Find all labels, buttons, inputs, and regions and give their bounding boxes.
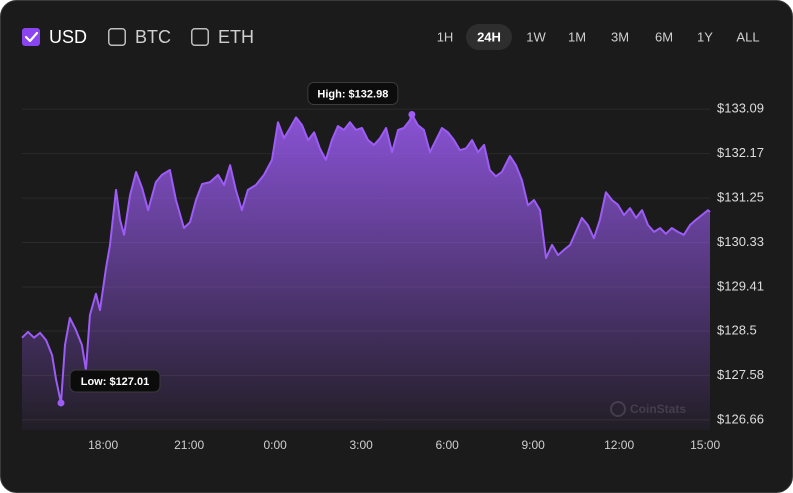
controls: USD BTC ETH 1H 24H 1W 1M 3M 6M 1Y ALL xyxy=(22,24,760,50)
range-label[interactable]: 1W xyxy=(526,29,546,44)
range-button[interactable]: 3M xyxy=(611,29,629,44)
annotation-box xyxy=(69,369,161,393)
x-tick-label: 9:00 xyxy=(521,438,545,452)
x-tick-label: 18:00 xyxy=(88,438,118,452)
y-tick-label: $128.5 xyxy=(717,322,757,337)
range-button[interactable]: 1W xyxy=(526,29,546,44)
range-label[interactable]: 1H xyxy=(437,29,454,44)
y-tick-label: $126.66 xyxy=(717,411,764,426)
checkbox-checked[interactable] xyxy=(22,28,40,46)
currency-label[interactable]: ETH xyxy=(218,27,254,47)
range-label[interactable]: 3M xyxy=(611,29,629,44)
currency-toggle[interactable]: BTC xyxy=(108,27,171,47)
currency-toggle[interactable]: ETH xyxy=(191,27,254,47)
annotation-dot xyxy=(57,399,65,407)
range-label[interactable]: ALL xyxy=(736,29,759,44)
range-label[interactable]: 6M xyxy=(655,29,673,44)
currency-label[interactable]: USD xyxy=(49,27,87,47)
annotation-label: High: $132.98 xyxy=(317,88,388,100)
x-tick-label: 15:00 xyxy=(690,438,720,452)
y-tick-label: $132.17 xyxy=(717,145,764,160)
range-button[interactable]: 1M xyxy=(568,29,586,44)
plot: $133.09 $132.17 $131.25 $130.33 $129.41 $128.… xyxy=(21,81,764,452)
x-tick-label: 12:00 xyxy=(604,438,634,452)
range-button[interactable]: 6M xyxy=(655,29,673,44)
x-tick-label: 21:00 xyxy=(174,438,204,452)
x-tick-label: 0:00 xyxy=(263,438,287,452)
range-active-bg[interactable] xyxy=(466,24,512,50)
annotation-label: Low: $127.01 xyxy=(81,376,149,388)
range-button[interactable]: 1Y xyxy=(697,29,713,44)
annotation-dot xyxy=(408,110,416,118)
annotation-box xyxy=(307,81,399,105)
x-tick-label: 6:00 xyxy=(435,438,459,452)
price-line xyxy=(21,113,711,404)
x-tick-label: 3:00 xyxy=(349,438,373,452)
checkbox[interactable] xyxy=(108,28,126,46)
y-tick-label: $130.33 xyxy=(717,234,764,249)
y-tick-label: $127.58 xyxy=(717,367,764,382)
range-label[interactable]: 1M xyxy=(568,29,586,44)
currency-label[interactable]: BTC xyxy=(135,27,171,47)
range-button[interactable]: 24H xyxy=(466,24,512,50)
area-fill xyxy=(22,114,710,430)
range-button[interactable]: ALL xyxy=(736,29,759,44)
y-tick-label: $133.09 xyxy=(717,101,764,116)
checkmark xyxy=(24,31,39,43)
checkbox[interactable] xyxy=(191,28,209,46)
y-tick-label: $129.41 xyxy=(717,278,764,293)
currency-toggle[interactable]: USD xyxy=(22,27,87,47)
range-label[interactable]: 24H xyxy=(477,29,501,44)
range-button[interactable]: 1H xyxy=(437,29,454,44)
y-tick-label: $131.25 xyxy=(717,190,764,205)
range-label[interactable]: 1Y xyxy=(697,29,713,44)
